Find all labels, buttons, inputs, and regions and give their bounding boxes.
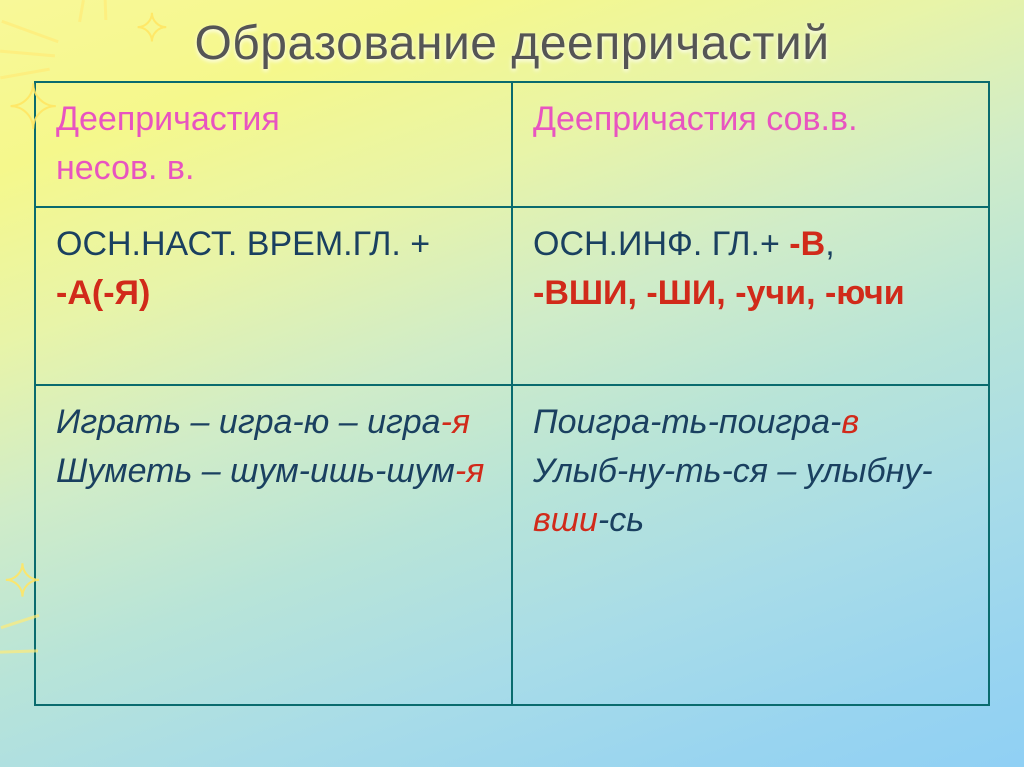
main-table: Деепричастия несов. в. Деепричастия сов.… [34, 81, 990, 706]
cell-examples-left: Играть – игра-ю – игра-я Шуметь – шум-иш… [35, 385, 512, 705]
table-row: ОСН.НАСТ. ВРЕМ.ГЛ. + -А(-Я) ОСН.ИНФ. ГЛ.… [35, 207, 989, 385]
header-left-line1: Деепричастия [56, 100, 280, 138]
cell-rule-left: ОСН.НАСТ. ВРЕМ.ГЛ. + -А(-Я) [35, 207, 512, 385]
table-row: Играть – игра-ю – игра-я Шуметь – шум-иш… [35, 385, 989, 705]
rule-right-comma: , [825, 225, 834, 263]
cell-header-left: Деепричастия несов. в. [35, 82, 512, 207]
slide-title: Образование деепричастий [34, 16, 990, 71]
ex-left-2a: Шуметь – шум-ишь-шум [56, 452, 455, 490]
cell-header-right: Деепричастия сов.в. [512, 82, 989, 207]
ex-left-1a: Играть – игра-ю – игра [56, 403, 441, 441]
ex-right-2a: Улыб-ну-ть-ся – улыбну- [533, 452, 933, 490]
header-left-line2: несов. в. [56, 149, 194, 187]
ex-left-2b: -я [455, 452, 484, 490]
ex-right-2c: -сь [598, 501, 644, 539]
slide: Образование деепричастий Деепричастия не… [0, 0, 1024, 767]
rule-left-prefix: ОСН.НАСТ. ВРЕМ.ГЛ. + [56, 225, 430, 263]
rule-right-b: -В [789, 225, 825, 263]
table-row: Деепричастия несов. в. Деепричастия сов.… [35, 82, 989, 207]
ex-right-1b: в [841, 403, 859, 441]
rule-right-rest: -ВШИ, -ШИ, -учи, -ючи [533, 274, 905, 312]
ex-right-1a: Поигра-ть-поигра- [533, 403, 841, 441]
ex-left-1b: -я [441, 403, 470, 441]
cell-rule-right: ОСН.ИНФ. ГЛ.+ -В, -ВШИ, -ШИ, -учи, -ючи [512, 207, 989, 385]
ex-right-2b: вши [533, 501, 598, 539]
rule-left-suffix: -А(-Я) [56, 274, 150, 312]
header-right: Деепричастия сов.в. [533, 100, 858, 138]
cell-examples-right: Поигра-ть-поигра-в Улыб-ну-ть-ся – улыбн… [512, 385, 989, 705]
rule-right-prefix: ОСН.ИНФ. ГЛ.+ [533, 225, 789, 263]
